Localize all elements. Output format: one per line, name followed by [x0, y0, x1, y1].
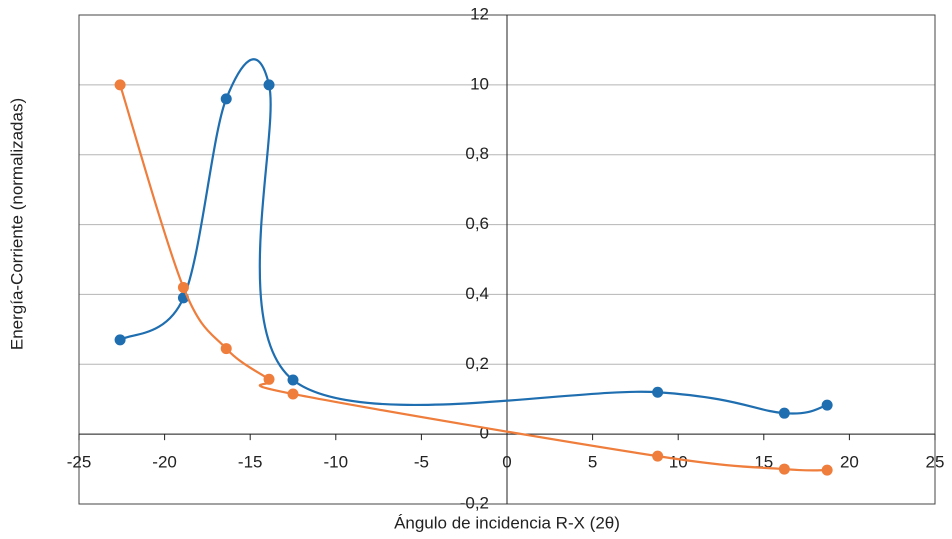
- x-tick-label: -10: [324, 453, 349, 472]
- x-tick-label: -15: [238, 453, 263, 472]
- data-point: [114, 79, 126, 91]
- data-point: [287, 388, 299, 400]
- x-tick-label: -5: [414, 453, 429, 472]
- x-tick-label: 0: [502, 453, 511, 472]
- data-point: [778, 463, 790, 475]
- y-tick-label: -0,2: [460, 493, 489, 512]
- y-tick-label: 0,2: [465, 354, 489, 373]
- y-tick-label: 12: [470, 4, 489, 23]
- y-tick-label: 0: [480, 424, 489, 443]
- x-tick-label: 20: [840, 453, 859, 472]
- x-tick-label: 5: [588, 453, 597, 472]
- x-axis-label: Ángulo de incidencia R-X (2θ): [394, 513, 620, 532]
- x-tick-label: -25: [67, 453, 92, 472]
- data-point: [778, 407, 790, 419]
- y-tick-label: 0,4: [465, 284, 489, 303]
- y-tick-label: 0,8: [465, 144, 489, 163]
- data-point: [287, 374, 299, 386]
- y-axis-label: Energía-Corriente (normalizadas): [7, 98, 26, 350]
- x-tick-label: 25: [926, 453, 945, 472]
- data-point: [652, 386, 664, 398]
- data-point: [177, 281, 189, 293]
- data-point: [220, 343, 232, 355]
- data-point: [263, 79, 275, 91]
- y-tick-label: 0,6: [465, 214, 489, 233]
- data-point: [821, 464, 833, 476]
- data-point: [821, 399, 833, 411]
- y-tick-label: 10: [470, 74, 489, 93]
- data-point: [263, 373, 275, 385]
- data-point: [652, 450, 664, 462]
- x-tick-label: 10: [669, 453, 688, 472]
- data-point: [114, 334, 126, 346]
- series-line: [119, 58, 828, 415]
- series-line: [119, 84, 828, 472]
- data-point: [220, 93, 232, 105]
- x-tick-label: -20: [152, 453, 177, 472]
